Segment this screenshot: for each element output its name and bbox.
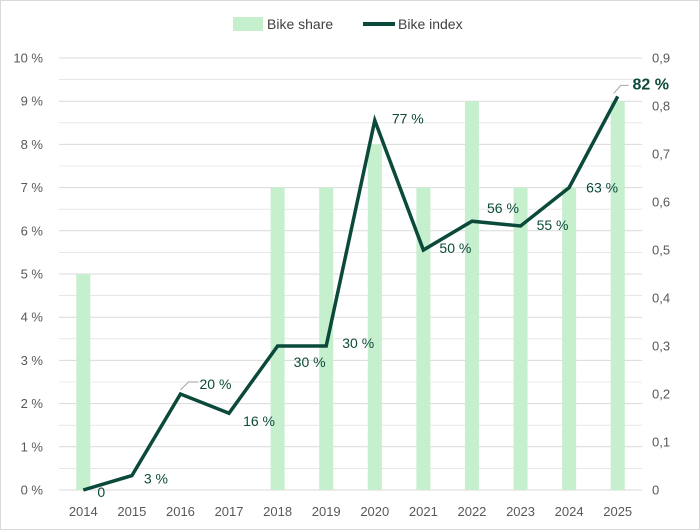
left-tick-label: 10 % <box>13 51 43 66</box>
left-tick-label: 2 % <box>21 396 44 411</box>
left-tick-label: 8 % <box>21 137 44 152</box>
right-tick-label: 0,9 <box>652 51 670 66</box>
left-tick-label: 4 % <box>21 310 44 325</box>
x-tick-label: 2022 <box>457 504 486 519</box>
data-label-2017: 16 % <box>243 413 275 429</box>
legend: Bike share Bike index <box>233 16 463 32</box>
data-label-2024: 63 % <box>586 180 618 196</box>
data-label-2025: 82 % <box>632 76 668 93</box>
x-tick-label: 2024 <box>555 504 584 519</box>
left-axis: 0 % 1 % 2 % 3 % 4 % 5 % 6 % 7 % 8 % 9 % 10 % <box>13 51 43 498</box>
right-tick-label: 0,1 <box>652 435 670 450</box>
line-series <box>82 95 620 492</box>
x-tick-label: 2020 <box>360 504 389 519</box>
right-tick-label: 0,7 <box>652 147 670 162</box>
left-tick-label: 5 % <box>21 267 44 282</box>
data-label-2016: 20 % <box>199 376 231 392</box>
data-label-2014: 0 <box>97 484 105 500</box>
right-tick-label: 0,4 <box>652 291 670 306</box>
x-tick-label: 2014 <box>69 504 98 519</box>
data-label-2023: 55 % <box>537 217 569 233</box>
bar-2020 <box>367 144 382 490</box>
left-tick-label: 6 % <box>21 223 44 238</box>
bar-2014 <box>76 274 91 490</box>
data-labels: 0 3 % 20 % 16 % 30 % 30 % 77 % 50 % 56 % 55 % 63 %… <box>97 76 669 500</box>
gridlines <box>59 57 642 491</box>
x-tick-label: 2023 <box>506 504 535 519</box>
bar-2024 <box>562 187 577 490</box>
right-tick-label: 0,3 <box>652 339 670 354</box>
leader-line <box>613 84 629 94</box>
data-label-2021: 50 % <box>439 240 471 256</box>
right-tick-label: 0,5 <box>652 243 670 258</box>
bike-index-line <box>82 95 620 492</box>
left-tick-label: 9 % <box>21 94 44 109</box>
bar-2025 <box>610 101 625 490</box>
data-label-2015: 3 % <box>144 471 168 487</box>
x-tick-label: 2019 <box>312 504 341 519</box>
data-label-2020: 77 % <box>392 110 424 126</box>
bar-2023 <box>513 187 528 490</box>
left-tick-label: 0 % <box>21 483 44 498</box>
x-tick-label: 2017 <box>215 504 244 519</box>
legend-label-bike-index: Bike index <box>398 16 463 32</box>
x-tick-label: 2016 <box>166 504 195 519</box>
left-tick-label: 1 % <box>21 439 44 454</box>
data-label-2018: 30 % <box>294 354 326 370</box>
x-tick-label: 2021 <box>409 504 438 519</box>
bar-2021 <box>416 187 431 490</box>
legend-bar-swatch <box>233 17 263 31</box>
x-tick-label: 2018 <box>263 504 292 519</box>
x-tick-label: 2025 <box>603 504 632 519</box>
right-axis: 0 0,1 0,2 0,3 0,4 0,5 0,6 0,7 0,8 0,9 <box>652 51 670 498</box>
right-tick-label: 0,2 <box>652 387 670 402</box>
data-label-2019: 30 % <box>342 335 374 351</box>
right-tick-label: 0,8 <box>652 99 670 114</box>
bar-2022 <box>464 101 479 490</box>
right-tick-label: 0 <box>652 483 659 498</box>
left-tick-label: 3 % <box>21 353 44 368</box>
legend-label-bike-share: Bike share <box>267 16 333 32</box>
bar-2018 <box>270 187 285 490</box>
leader-line <box>180 381 199 391</box>
data-label-2022: 56 % <box>487 200 519 216</box>
x-axis: 2014 2015 2016 2017 2018 2019 2020 2021 2022 2023… <box>69 504 632 519</box>
right-tick-label: 0,6 <box>652 195 670 210</box>
left-tick-label: 7 % <box>21 180 44 195</box>
x-tick-label: 2015 <box>117 504 146 519</box>
